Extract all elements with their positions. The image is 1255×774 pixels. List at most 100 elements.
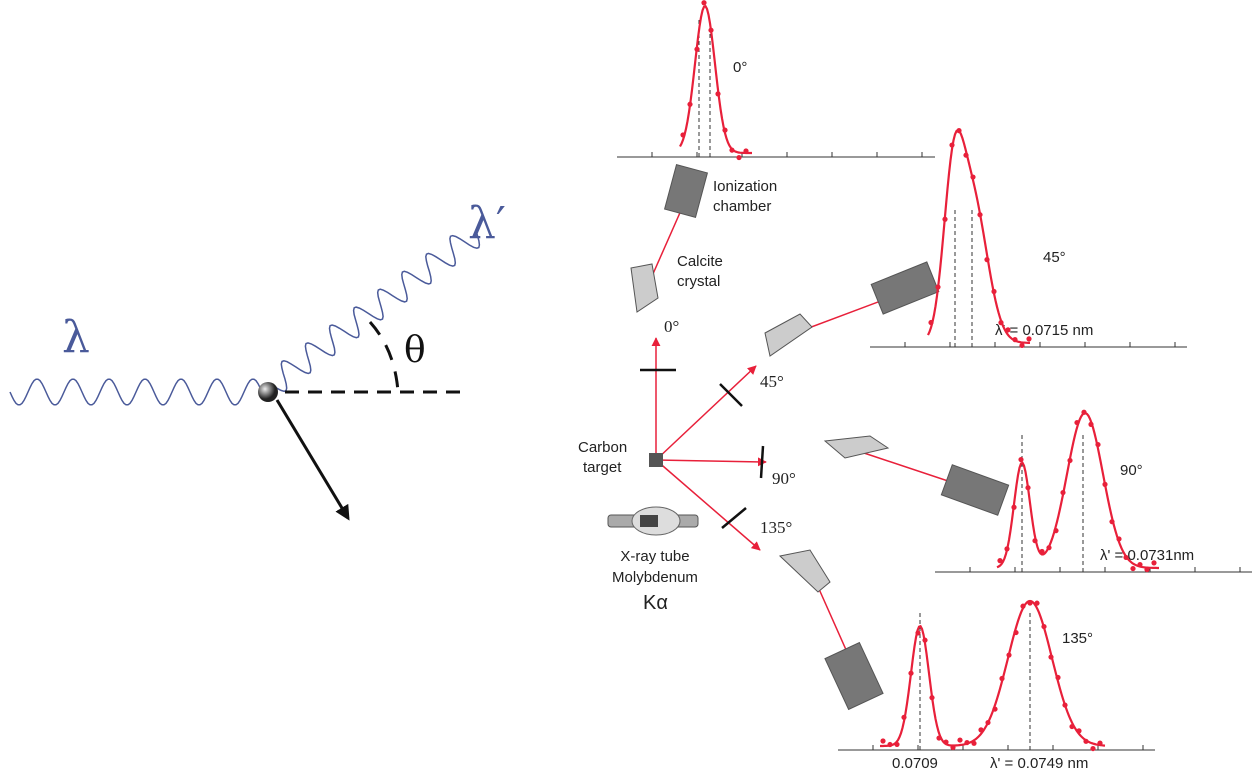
graph-point — [1144, 567, 1149, 572]
graph-point — [722, 128, 727, 133]
graph-point — [1005, 327, 1010, 332]
graph-label: λ' = 0.0749 nm — [990, 755, 1088, 772]
label: target — [583, 459, 622, 476]
detector — [871, 262, 939, 314]
lambda: λ — [62, 312, 90, 363]
diagram: λ λ′ θ Ionization chamber Calcite crys — [0, 0, 1255, 774]
graph-point — [1060, 490, 1065, 495]
graph-point — [1088, 422, 1093, 427]
slit — [722, 508, 746, 528]
graph-point — [1034, 601, 1039, 606]
graph-point — [1090, 746, 1095, 751]
label: Molybdenum — [612, 569, 698, 586]
graph-point — [1081, 410, 1086, 415]
graph-point — [1039, 549, 1044, 554]
graph-label: λ' = 0.0731nm — [1100, 547, 1194, 564]
crystal — [825, 436, 888, 458]
graph-point — [1123, 555, 1128, 560]
beam — [656, 460, 760, 550]
graph-point — [887, 742, 892, 747]
graph-angle: 45° — [1043, 249, 1066, 266]
graph-point — [880, 738, 885, 743]
graph-point — [1032, 538, 1037, 543]
graph-point — [1151, 560, 1156, 565]
graph-point — [708, 28, 713, 33]
label: Calcite — [677, 253, 723, 270]
graph-point — [942, 217, 947, 222]
graph-point — [1027, 600, 1032, 605]
wave — [10, 379, 262, 405]
detector — [941, 465, 1008, 516]
graph-point — [1053, 528, 1058, 533]
graph-point — [1083, 739, 1088, 744]
graph-point — [1130, 566, 1135, 571]
graph-point — [701, 0, 706, 5]
graph-point — [1074, 420, 1079, 425]
graph-point — [992, 706, 997, 711]
graph-point — [971, 741, 976, 746]
graph-point — [687, 102, 692, 107]
detector — [665, 165, 708, 218]
slit — [761, 446, 763, 478]
graph-point — [964, 740, 969, 745]
target — [649, 453, 663, 467]
graph-point — [1041, 624, 1046, 629]
graph-point — [715, 91, 720, 96]
graph-point — [915, 630, 920, 635]
graph-curve — [997, 413, 1159, 568]
graph-point — [1012, 337, 1017, 342]
graph-point — [977, 212, 982, 217]
label: Kα — [643, 592, 668, 614]
graph-point — [978, 727, 983, 732]
crystal — [765, 314, 812, 356]
graph-point — [901, 715, 906, 720]
beam — [656, 460, 766, 462]
slits — [640, 370, 763, 528]
graph-point — [1137, 562, 1142, 567]
graph-point — [949, 142, 954, 147]
graph-point — [1020, 604, 1025, 609]
beam-angle: 135° — [760, 518, 792, 537]
graph-point — [999, 676, 1004, 681]
detector — [825, 643, 883, 710]
graph-point — [1025, 485, 1030, 490]
graph-angle: 90° — [1120, 462, 1143, 479]
graph-point — [956, 128, 961, 133]
electron-arrow — [277, 400, 348, 518]
graph-point — [908, 671, 913, 676]
label: Carbon — [578, 439, 627, 456]
graph-point — [957, 737, 962, 742]
electron — [258, 382, 278, 402]
graph-point — [1076, 728, 1081, 733]
x-ray-tube — [608, 507, 698, 535]
graph-point — [936, 735, 941, 740]
graph-point — [928, 320, 933, 325]
graph-point — [997, 558, 1002, 563]
graph-point — [1097, 740, 1102, 745]
wave — [272, 230, 479, 391]
graph-point — [1026, 336, 1031, 341]
graph-point — [1018, 457, 1023, 462]
graph-point — [922, 638, 927, 643]
graph-curve — [928, 130, 1030, 343]
label: crystal — [677, 273, 720, 290]
graph-point — [1011, 505, 1016, 510]
graph-point — [729, 148, 734, 153]
graphs — [617, 0, 1252, 751]
beam — [656, 366, 756, 460]
beam-angle: 45° — [760, 372, 784, 391]
graph-point — [743, 148, 748, 153]
graph-point — [1006, 652, 1011, 657]
graph-point — [985, 720, 990, 725]
graph-point — [1019, 343, 1024, 348]
graph-point — [1069, 724, 1074, 729]
anode — [640, 515, 658, 527]
label: X-ray tube — [620, 548, 689, 565]
theta: θ — [404, 330, 426, 371]
graph-point — [1055, 675, 1060, 680]
graph-point — [1046, 545, 1051, 550]
beam-angle: 90° — [772, 469, 796, 488]
graph-point — [1116, 536, 1121, 541]
label: Ionization — [713, 178, 777, 195]
graph-point — [935, 284, 940, 289]
